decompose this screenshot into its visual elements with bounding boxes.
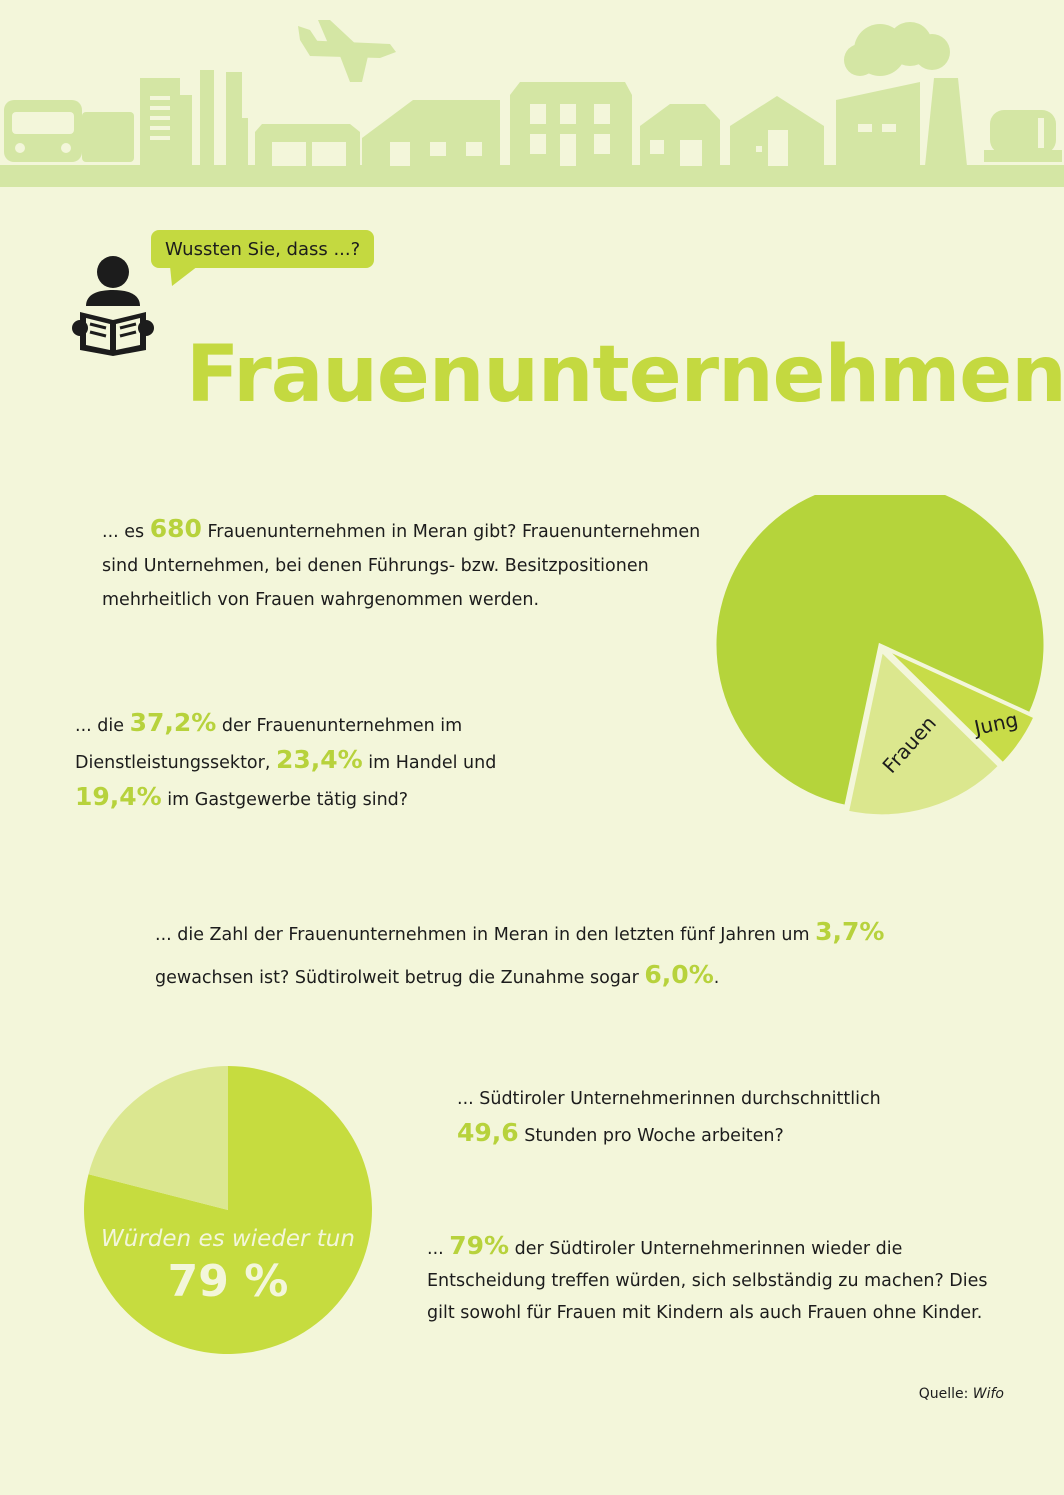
fact-highlight: 49,6 (457, 1118, 519, 1147)
fact-highlight: 23,4% (275, 745, 363, 774)
fact-text: . (713, 968, 720, 988)
fact-text: der Frauenunternehmen im Dienstleistungs… (75, 716, 463, 773)
fact-highlight: 37,2% (129, 708, 217, 737)
speech-bubble-tail (170, 266, 198, 286)
fact-text: Stunden pro Woche arbeiten? (518, 1126, 784, 1146)
speech-bubble: Wussten Sie, dass ...? (151, 230, 375, 268)
fact-text: ... Südtiroler Unternehmerinnen durchsch… (457, 1089, 881, 1109)
fact-enterprise-count: ... es 680 Frauenunternehmen in Meran gi… (102, 512, 722, 617)
pie-slice (88, 1066, 229, 1210)
fact-highlight: 79% (449, 1231, 510, 1260)
page-title: Frauenunternehmen (186, 330, 1064, 420)
fact-sectors: ... die 37,2% der Frauenunternehmen im D… (75, 706, 545, 817)
fact-text: der Südtiroler Unternehmerinnen wieder d… (427, 1239, 988, 1323)
fact-would-do-again: ... 79% der Südtiroler Unternehmerinnen … (427, 1230, 997, 1329)
pie-value-label: 79 % (168, 1256, 289, 1307)
fact-text: Frauenunternehmen in Meran gibt? Frauenu… (102, 522, 701, 610)
fact-text: im Handel und (362, 753, 497, 773)
fact-working-hours: ... Südtiroler Unternehmerinnen durchsch… (457, 1082, 957, 1153)
pie-slice (883, 647, 1037, 766)
fact-text: ... die (75, 716, 130, 736)
fact-highlight: 6,0% (644, 960, 714, 989)
person-reading-icon (72, 256, 154, 356)
pie-chart-would-do-again: Würden es wieder tun 79 % (84, 1066, 372, 1354)
fact-growth: ... die Zahl der Frauenunternehmen in Me… (155, 912, 955, 998)
speech-bubble-text: Wussten Sie, dass ...? (165, 238, 361, 260)
city-skyline-illustration (0, 20, 1064, 187)
fact-highlight: 3,7% (815, 917, 885, 946)
fact-text: im Gastgewerbe tätig sind? (161, 790, 409, 810)
fact-highlight: 680 (149, 514, 202, 543)
pie-slice (713, 495, 1047, 809)
fact-text: gewachsen ist? Südtirolweit betrug die Z… (155, 968, 645, 988)
source-name: Wifo (972, 1386, 1004, 1402)
fact-text: ... (427, 1239, 450, 1259)
fact-text: ... es (102, 522, 150, 542)
source-label: Quelle: (918, 1386, 973, 1402)
fact-highlight: 19,4% (75, 782, 162, 811)
pie-slice (84, 1066, 372, 1354)
pie-slice-label: Würden es wieder tun (101, 1226, 355, 1252)
source-note: Quelle: Wifo (919, 1386, 1004, 1402)
pie-slice (845, 647, 1002, 818)
fact-text: ... die Zahl der Frauenunternehmen in Me… (155, 925, 816, 945)
